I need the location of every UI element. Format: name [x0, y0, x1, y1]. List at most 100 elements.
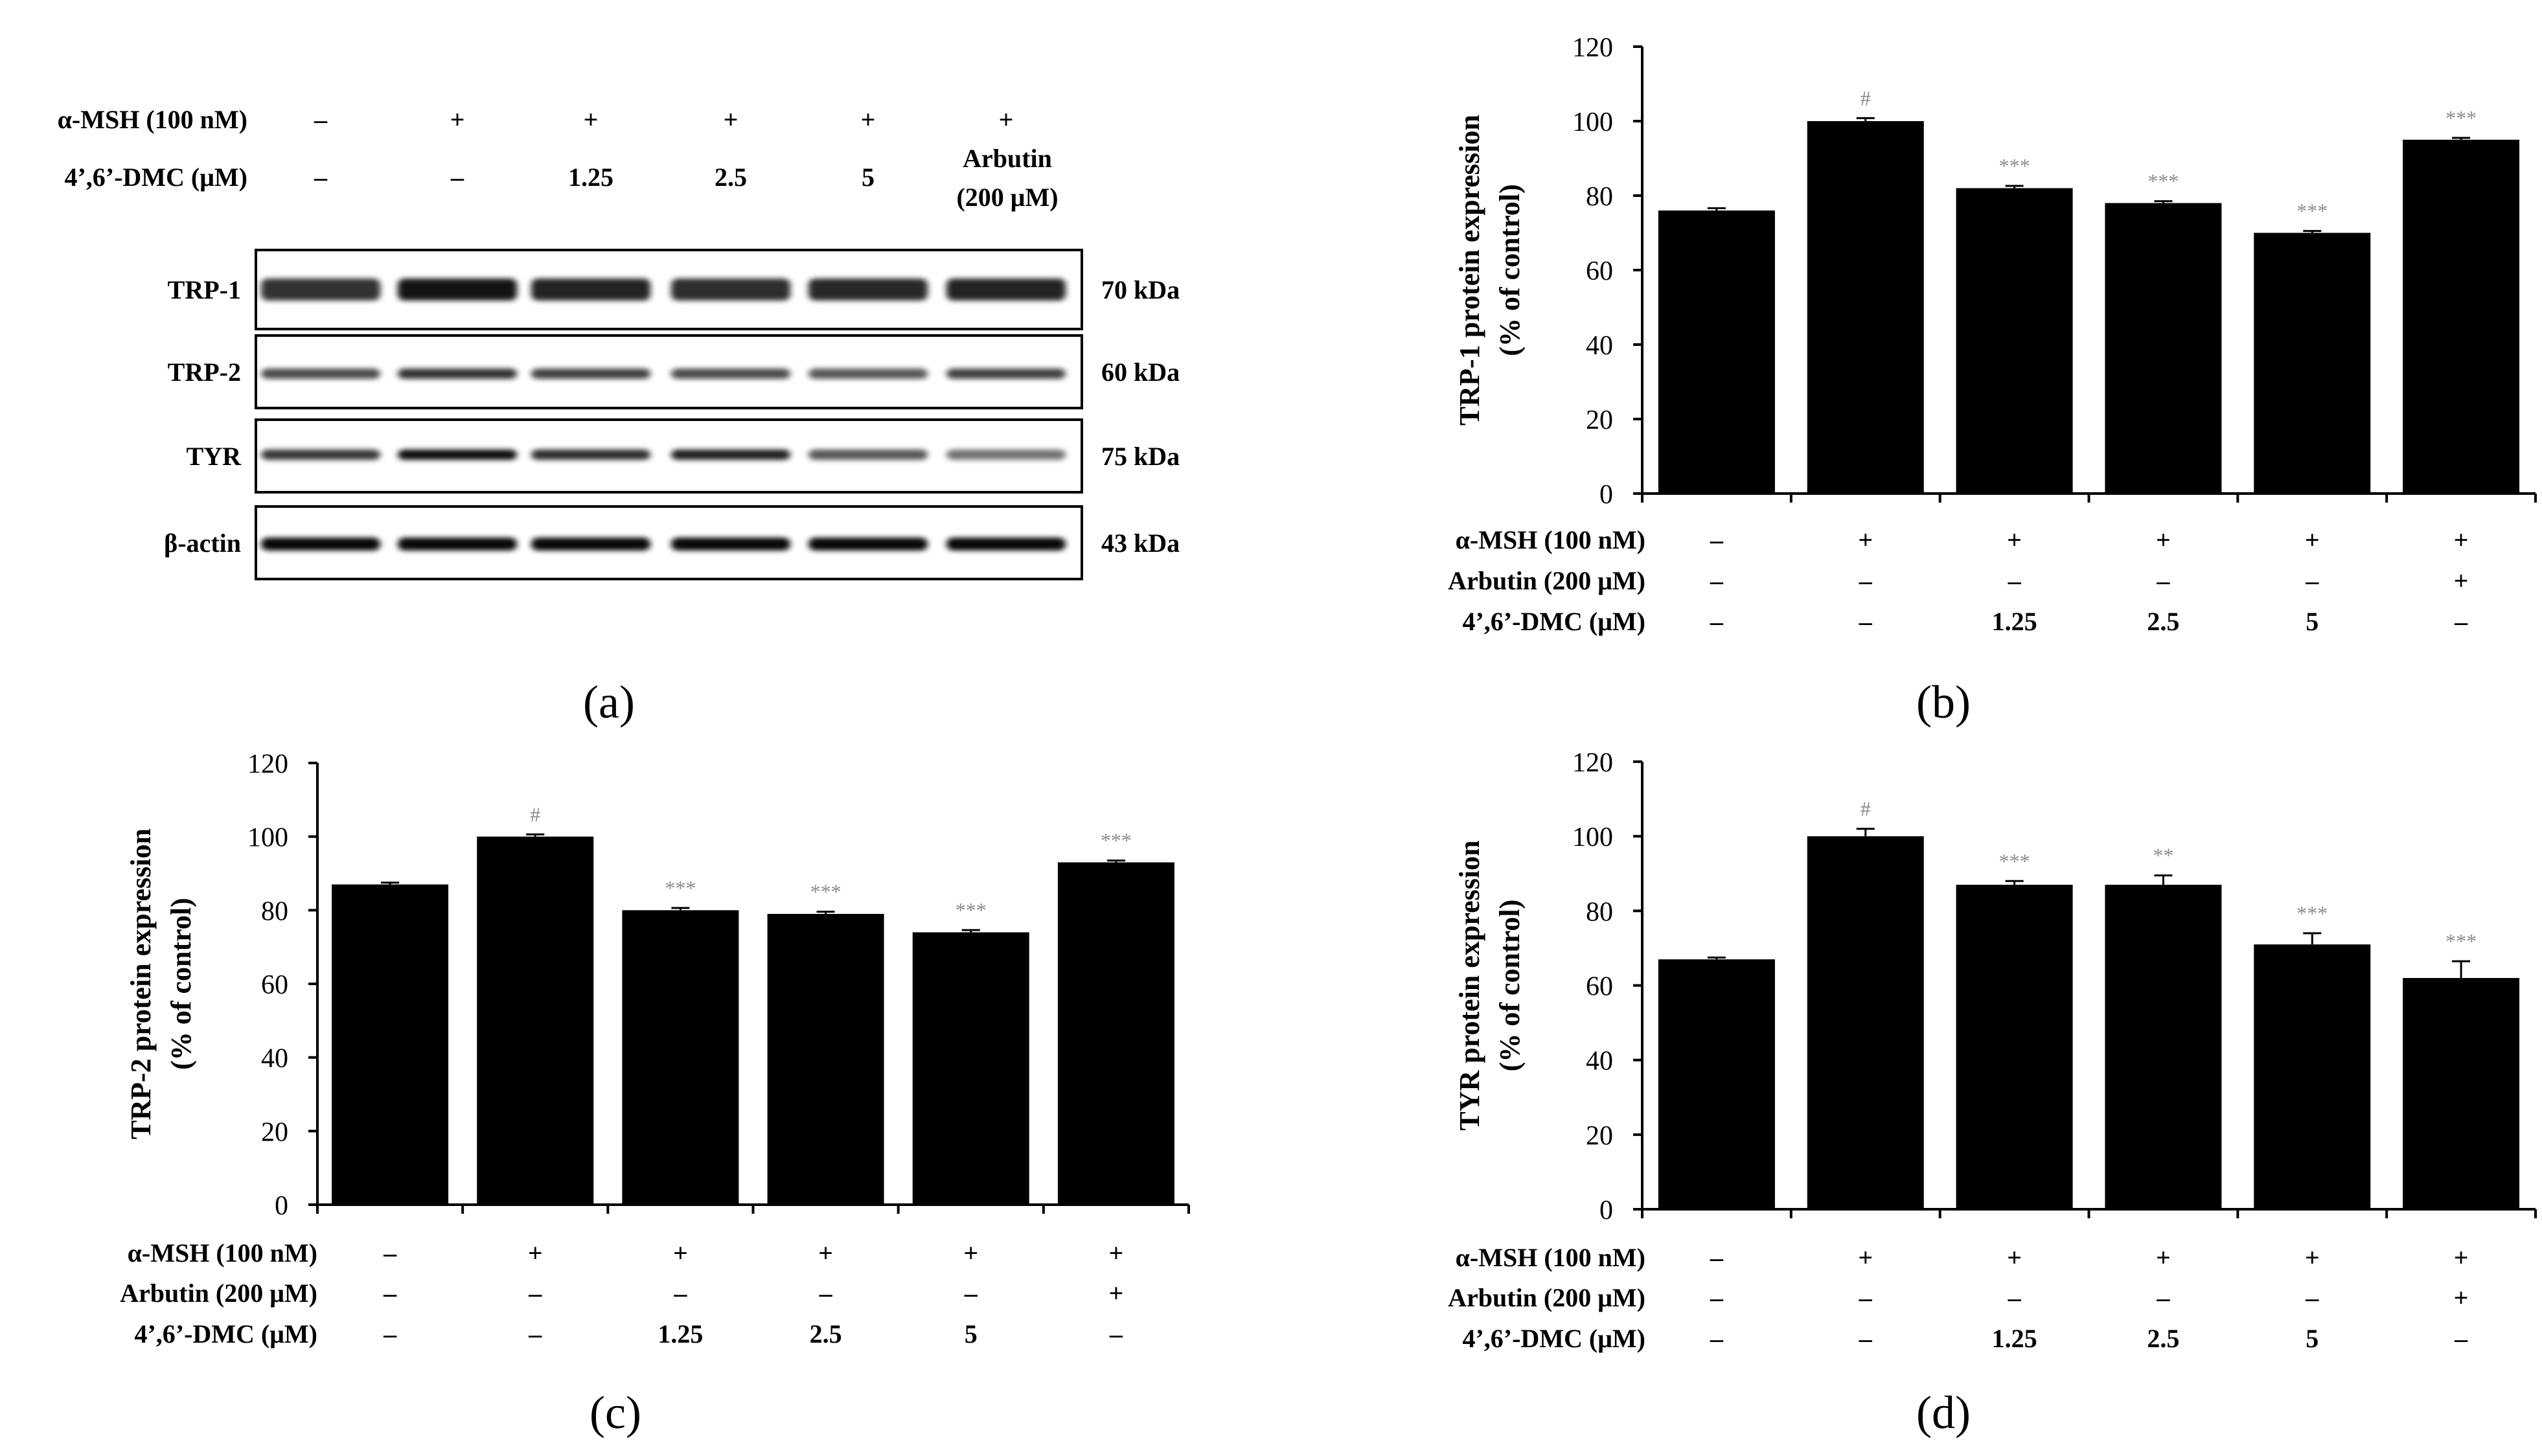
significance-marker: *** — [2445, 106, 2477, 130]
blot-band — [671, 449, 790, 460]
blot-condition-value: 2.5 — [715, 163, 747, 192]
condition-value: – — [2008, 1283, 2022, 1312]
y-tick-label: 100 — [1572, 823, 1613, 852]
blot-band — [671, 369, 790, 379]
condition-value: 5 — [2306, 1324, 2319, 1353]
significance-marker: ** — [2153, 844, 2173, 867]
y-axis-title-line-2: (% of control) — [165, 898, 197, 1070]
y-tick-label: 20 — [1586, 1121, 1613, 1151]
blot-condition-value: 1.25 — [568, 163, 613, 192]
y-axis-title-line-1: TYR protein expression — [1454, 840, 1485, 1130]
condition-row-label: Arbutin (200 μM) — [1448, 566, 1645, 595]
condition-value: – — [1710, 566, 1724, 595]
y-tick-label: 120 — [1572, 748, 1613, 778]
blot-strip — [255, 249, 1083, 330]
y-axis-title-line-1: TRP-1 protein expression — [1454, 115, 1485, 426]
condition-value: 2.5 — [2147, 607, 2179, 636]
condition-value: + — [1858, 525, 1873, 554]
band-size-label: 70 kDa — [1101, 275, 1180, 304]
condition-value: – — [2156, 566, 2170, 595]
arbutin-label-line-2: (200 μM) — [956, 183, 1058, 212]
significance-marker: *** — [1101, 829, 1132, 852]
blot-condition-label: α-MSH (100 nM) — [58, 105, 247, 134]
condition-value: – — [1859, 607, 1873, 636]
band-protein-label: TYR — [187, 442, 242, 471]
significance-marker: *** — [1999, 849, 2030, 872]
blot-condition-value: + — [724, 105, 739, 134]
bar — [332, 884, 449, 1205]
blot-band — [671, 538, 790, 551]
bar — [1956, 885, 2073, 1209]
condition-value: + — [2305, 1243, 2320, 1272]
condition-value: + — [1109, 1279, 1124, 1308]
blot-condition-value: + — [584, 105, 599, 134]
blot-band — [261, 538, 380, 551]
condition-value: 1.25 — [658, 1319, 703, 1348]
condition-value: – — [1710, 1324, 1724, 1353]
condition-value: – — [528, 1319, 542, 1348]
bar — [2254, 233, 2371, 494]
bar — [1956, 188, 2073, 494]
condition-value: – — [2305, 566, 2319, 595]
y-axis-title: TYR protein expression (% of control) — [1454, 840, 1526, 1130]
condition-value: 2.5 — [810, 1319, 842, 1348]
y-tick-label: 40 — [1586, 331, 1613, 361]
blot-band — [808, 369, 928, 379]
y-axis-title: TRP-2 protein expression (% of control) — [125, 828, 197, 1139]
blot-strip — [255, 505, 1083, 580]
condition-value: 2.5 — [2147, 1324, 2179, 1353]
blot-band — [531, 538, 650, 551]
y-tick-label: 100 — [247, 823, 288, 853]
condition-value: – — [673, 1279, 687, 1308]
condition-value: – — [964, 1279, 978, 1308]
blot-condition-value: + — [999, 105, 1014, 134]
condition-value: – — [2454, 607, 2468, 636]
condition-row-label: 4’,6’-DMC (μM) — [1462, 607, 1645, 636]
condition-row-label: Arbutin (200 μM) — [1448, 1283, 1645, 1312]
band-size-label: 60 kDa — [1101, 358, 1180, 387]
y-tick-label: 40 — [1586, 1047, 1613, 1076]
significance-marker: *** — [2296, 199, 2328, 223]
condition-value: + — [818, 1238, 833, 1268]
band-size-label: 75 kDa — [1101, 442, 1180, 471]
bar — [1658, 959, 1775, 1209]
y-tick-label: 60 — [1586, 972, 1613, 1002]
blot-band — [946, 449, 1066, 460]
blot-condition-value: + — [450, 105, 465, 134]
blot-band — [531, 449, 650, 460]
y-tick-label: 20 — [261, 1117, 288, 1147]
y-tick-label: 20 — [1586, 405, 1613, 435]
condition-value: + — [2454, 525, 2469, 554]
significance-marker: *** — [665, 876, 696, 900]
condition-value: – — [2305, 1283, 2319, 1312]
blot-condition-label: 4’,6’-DMC (μM) — [64, 163, 247, 192]
condition-value: – — [819, 1279, 833, 1308]
arbutin-column-label: Arbutin (200 μM) — [956, 144, 1058, 212]
condition-value: – — [2156, 1283, 2170, 1312]
y-axis-title-line-2: (% of control) — [1494, 184, 1526, 356]
blot-condition-value: – — [450, 163, 464, 192]
condition-value: + — [2454, 566, 2469, 595]
condition-value: – — [383, 1279, 397, 1308]
condition-value: – — [2008, 566, 2022, 595]
condition-value: – — [1710, 607, 1724, 636]
band-size-label: 43 kDa — [1101, 529, 1180, 558]
blot-band — [398, 369, 517, 379]
blot-band — [261, 449, 380, 460]
condition-row-label: 4’,6’-DMC (μM) — [1462, 1324, 1645, 1353]
bar — [767, 914, 884, 1205]
y-tick-label: 60 — [1586, 256, 1613, 286]
blot-strip — [255, 334, 1083, 409]
condition-row-label: α-MSH (100 nM) — [1456, 1243, 1645, 1272]
significance-marker: # — [530, 802, 540, 826]
blot-band — [808, 538, 928, 551]
condition-row-label: 4’,6’-DMC (μM) — [134, 1319, 317, 1348]
condition-value: 5 — [965, 1319, 978, 1348]
condition-value: – — [1859, 1324, 1873, 1353]
bar — [2403, 977, 2520, 1209]
y-tick-label: 80 — [1586, 897, 1613, 927]
band-protein-label: TRP-2 — [168, 358, 241, 387]
arbutin-label-line-1: Arbutin — [963, 144, 1052, 173]
band-protein-label: β-actin — [164, 529, 241, 558]
